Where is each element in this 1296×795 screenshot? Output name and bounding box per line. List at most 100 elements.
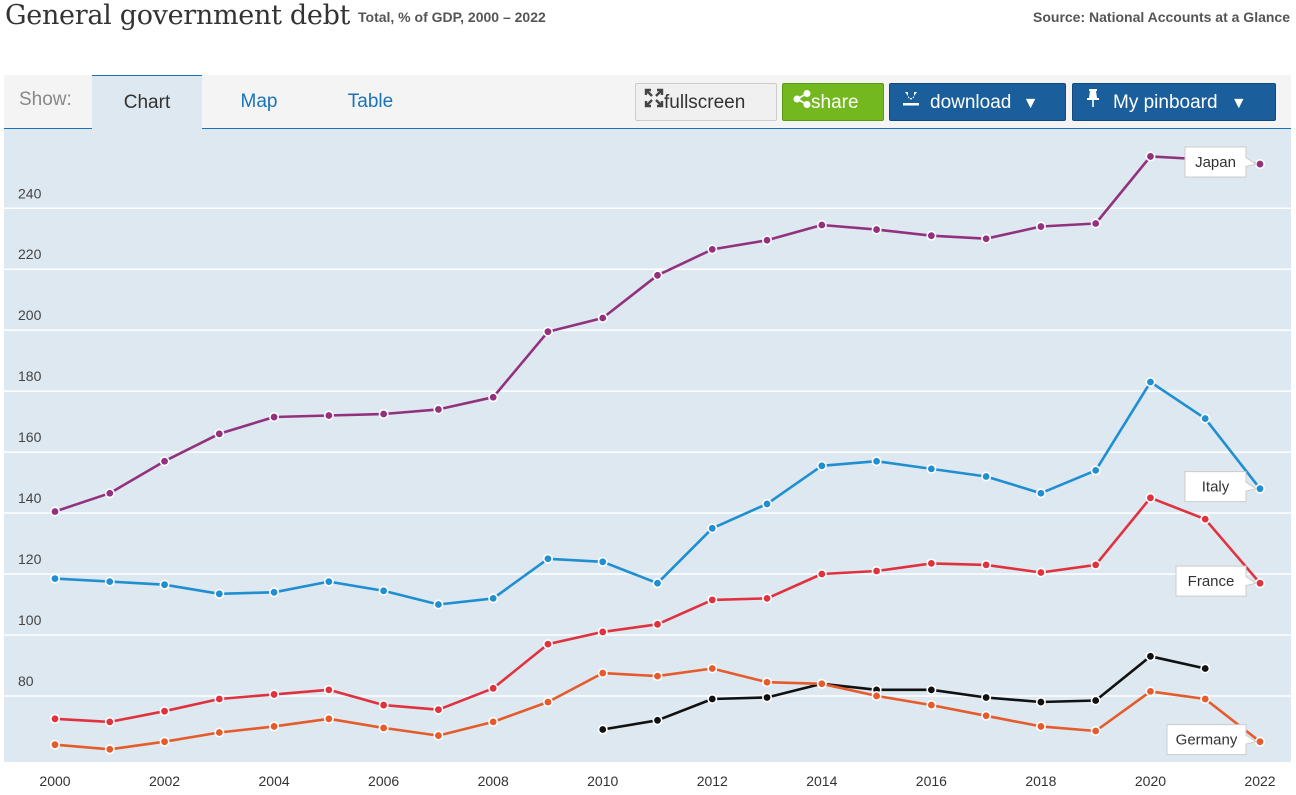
data-point-germany <box>981 710 992 721</box>
data-point-germany <box>49 739 60 750</box>
tab-table[interactable]: Table <box>347 91 394 112</box>
data-point-italy <box>1200 413 1211 424</box>
data-point-italy <box>214 588 225 599</box>
data-point-germany <box>762 677 773 688</box>
data-point-germany <box>597 668 608 679</box>
data-point-italy <box>159 579 170 590</box>
data-point-france <box>104 716 115 727</box>
data-point-japan <box>1035 221 1046 232</box>
data-point-germany <box>104 744 115 755</box>
data-point-japan <box>981 233 992 244</box>
y-tick-label: 180 <box>18 368 42 384</box>
data-point-italy <box>981 471 992 482</box>
data-point-japan <box>104 488 115 499</box>
data-point-france <box>323 684 334 695</box>
x-tick-label: 2012 <box>697 773 728 789</box>
data-point-japan <box>323 410 334 421</box>
data-point-italy <box>49 573 60 584</box>
data-point-italy <box>597 556 608 567</box>
y-tick-label: 120 <box>18 551 42 567</box>
y-tick-label: 100 <box>18 612 42 628</box>
data-point-germany <box>542 697 553 708</box>
data-point-italy <box>433 599 444 610</box>
data-point-germany <box>1255 736 1266 747</box>
data-point-germany <box>1200 693 1211 704</box>
data-point-italy <box>707 523 718 534</box>
x-tick-label: 2020 <box>1135 773 1166 789</box>
fullscreen-label: fullscreen <box>664 92 746 114</box>
data-point-germany <box>871 690 882 701</box>
data-point-italy <box>652 578 663 589</box>
data-point-france <box>816 569 827 580</box>
fullscreen-button[interactable]: fullscreen <box>635 83 777 121</box>
chevron-down-icon: ▼ <box>1022 95 1039 113</box>
data-point-unlabeled <box>1200 663 1211 674</box>
data-point-germany <box>816 678 827 689</box>
label-box <box>1184 471 1258 503</box>
y-tick-label: 160 <box>18 429 42 445</box>
pin-icon <box>1085 84 1101 122</box>
data-point-japan <box>816 220 827 231</box>
source-note: Source: National Accounts at a Glance <box>1033 9 1290 25</box>
download-label: download <box>930 92 1012 114</box>
data-point-germany <box>707 663 718 674</box>
data-point-italy <box>542 553 553 564</box>
data-point-france <box>926 558 937 569</box>
data-point-japan <box>49 506 60 517</box>
data-point-france <box>597 626 608 637</box>
data-point-unlabeled <box>1145 651 1156 662</box>
data-point-france <box>159 706 170 717</box>
data-point-japan <box>1145 151 1156 162</box>
data-point-italy <box>323 576 334 587</box>
x-tick-label: 2004 <box>259 773 290 789</box>
data-point-unlabeled <box>652 715 663 726</box>
data-point-unlabeled <box>762 692 773 703</box>
data-point-france <box>1145 492 1156 503</box>
data-point-italy <box>269 587 280 598</box>
data-point-japan <box>762 235 773 246</box>
data-point-france <box>488 683 499 694</box>
label-box <box>1175 565 1258 597</box>
y-tick-label: 140 <box>18 490 42 506</box>
data-point-germany <box>214 727 225 738</box>
share-button[interactable]: share <box>782 83 884 121</box>
series-label-italy: Italy <box>1184 471 1258 503</box>
data-point-japan <box>597 312 608 323</box>
data-point-japan <box>871 224 882 235</box>
pinboard-button[interactable]: My pinboard ▼ <box>1072 83 1276 121</box>
data-point-germany <box>159 736 170 747</box>
data-point-germany <box>1145 686 1156 697</box>
data-point-italy <box>1145 376 1156 387</box>
y-tick-label: 240 <box>18 185 42 201</box>
page-subtitle: Total, % of GDP, 2000 – 2022 <box>358 9 546 25</box>
data-point-japan <box>488 392 499 403</box>
series-label-text: Japan <box>1195 154 1236 171</box>
fullscreen-icon <box>644 84 664 122</box>
data-point-france <box>652 619 663 630</box>
data-point-france <box>378 700 389 711</box>
data-point-japan <box>269 412 280 423</box>
data-point-france <box>1255 578 1266 589</box>
tab-map[interactable]: Map <box>240 91 278 112</box>
chart-toolbar: Show: Chart Map Table fullscreen share d… <box>4 75 1291 129</box>
data-point-germany <box>323 713 334 724</box>
data-point-japan <box>707 244 718 255</box>
data-point-germany <box>378 722 389 733</box>
data-point-france <box>707 594 718 605</box>
data-point-italy <box>378 585 389 596</box>
tab-chart[interactable]: Chart <box>92 75 202 129</box>
pinboard-label: My pinboard <box>1113 92 1218 114</box>
data-point-unlabeled <box>926 684 937 695</box>
show-label: Show: <box>19 89 72 110</box>
series-label-france: France <box>1175 565 1258 597</box>
data-point-france <box>762 593 773 604</box>
y-tick-label: 220 <box>18 246 42 262</box>
data-point-germany <box>1035 721 1046 732</box>
series-line-unlabeled <box>602 655 1206 731</box>
label-box <box>1184 146 1258 178</box>
data-point-france <box>542 639 553 650</box>
data-point-france <box>433 704 444 715</box>
download-button[interactable]: download ▼ <box>889 83 1066 121</box>
x-tick-label: 2022 <box>1244 773 1275 789</box>
